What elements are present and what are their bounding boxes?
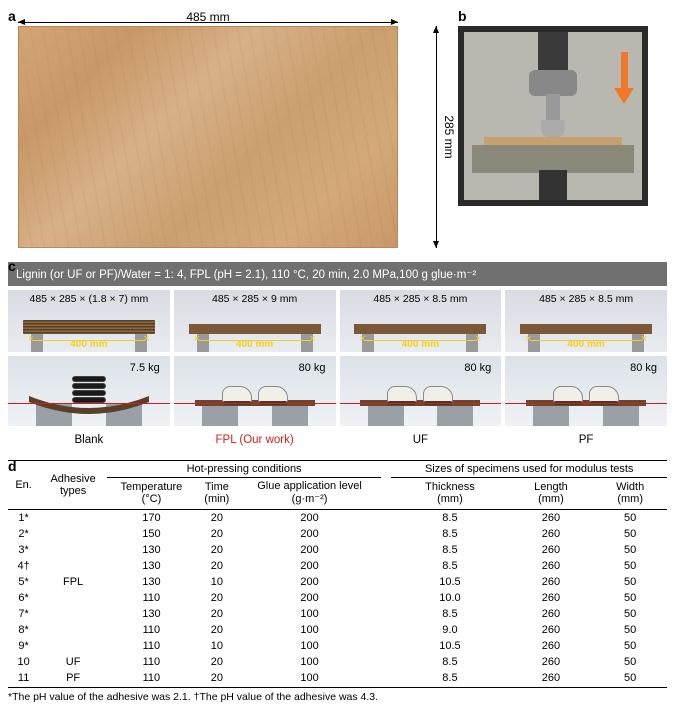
veneer-stack [23, 320, 155, 334]
panel-label-b: b [458, 8, 467, 24]
dim-label: 485 × 285 × 8.5 mm [340, 293, 502, 305]
weight-discs [72, 376, 106, 404]
table-row: 6*1102020010.026050 [8, 590, 667, 606]
support-pillar [202, 404, 238, 426]
panel-b: b [458, 8, 658, 248]
table-footnote: *The pH value of the adhesive was 2.1. †… [8, 691, 667, 703]
table-row: 7*130201008.526050 [8, 606, 667, 622]
table-row: 3*130202008.526050 [8, 542, 667, 558]
reference-line [505, 403, 667, 404]
conditions-table: En. Adhesive types Hot-pressing conditio… [8, 460, 667, 688]
conditions-bar: Lignin (or UF or PF)/Water = 1: 4, FPL (… [8, 262, 667, 286]
th-temp: Temperature (°C) [107, 478, 196, 510]
table-row: 4†130202008.526050 [8, 558, 667, 574]
press-top [538, 32, 568, 72]
c-cell-pf-top: 485 × 285 × 8.5 mm 400 mm [505, 290, 667, 352]
c-cell-blank-top: 485 × 285 × (1.8 × 7) mm 400 mm [8, 290, 170, 352]
table-row: 1*170202008.526050 [8, 510, 667, 527]
c-cell-uf-load: 80 kg [340, 356, 502, 426]
table-row: 5*FPL1301020010.526050 [8, 574, 667, 590]
person-standing-icon [551, 378, 621, 404]
press-sample [484, 137, 622, 145]
support-pillar [272, 404, 308, 426]
press-head [529, 70, 577, 96]
table-row: 11PF110201008.526050 [8, 670, 667, 688]
span-label: 400 mm [8, 339, 170, 350]
th-glue: Glue application level (g·m⁻²) [238, 478, 381, 510]
c-cell-fpl-load: 80 kg [174, 356, 336, 426]
press-tip [541, 120, 565, 138]
reference-line [174, 403, 336, 404]
person-standing-icon [220, 378, 290, 404]
panel-label-d: d [8, 458, 17, 474]
dim-height-arrow [436, 26, 437, 248]
press-machine-photo [458, 26, 648, 206]
weight-label: 7.5 kg [130, 362, 160, 374]
span-label: 400 mm [174, 339, 336, 350]
span-label: 400 mm [340, 339, 502, 350]
person-standing-icon [385, 378, 455, 404]
th-hot-group: Hot-pressing conditions [107, 461, 381, 478]
press-column [539, 170, 567, 200]
plywood-board [189, 324, 321, 334]
dim-label: 485 × 285 × (1.8 × 7) mm [8, 293, 170, 305]
panel-c-row2: 7.5 kg 80 kg 80 kg [8, 356, 667, 426]
th-width: Width (mm) [593, 478, 667, 510]
span-label: 400 mm [505, 339, 667, 350]
caption-blank: Blank [8, 430, 170, 448]
panel-a: a 485 mm 285 mm [8, 8, 428, 248]
c-cell-fpl-top: 485 × 285 × 9 mm 400 mm [174, 290, 336, 352]
table-row: 8*110201009.026050 [8, 622, 667, 638]
dim-height-group: 285 mm [432, 26, 456, 248]
weight-label: 80 kg [464, 362, 491, 374]
table-row: 10UF110201008.526050 [8, 654, 667, 670]
press-rod [546, 94, 560, 122]
row-ab: a 485 mm 285 mm b [8, 8, 667, 248]
dim-height-label: 285 mm [442, 115, 456, 158]
c-cell-uf-top: 485 × 285 × 8.5 mm 400 mm [340, 290, 502, 352]
adh-fpl: FPL [39, 574, 107, 590]
table-body: 1*170202008.526050 2*150202008.526050 3*… [8, 510, 667, 688]
support-pillar [437, 404, 473, 426]
adh-uf: UF [39, 654, 107, 670]
figure-root: a 485 mm 285 mm b c Lign [0, 0, 675, 711]
support-pillar [603, 404, 639, 426]
weight-label: 80 kg [630, 362, 657, 374]
reference-line [340, 403, 502, 404]
caption-uf: UF [340, 430, 502, 448]
dim-label: 485 × 285 × 9 mm [174, 293, 336, 305]
th-thick: Thickness (mm) [391, 478, 508, 510]
weight-label: 80 kg [299, 362, 326, 374]
th-adh: Adhesive types [39, 461, 107, 510]
c-cell-blank-load: 7.5 kg [8, 356, 170, 426]
th-time: Time (min) [196, 478, 238, 510]
panel-c-captions: Blank FPL (Our work) UF PF [8, 430, 667, 448]
th-size-group: Sizes of specimens used for modulus test… [391, 461, 667, 478]
caption-fpl: FPL (Our work) [174, 430, 336, 448]
th-length: Length (mm) [509, 478, 594, 510]
dim-width-arrow [18, 22, 398, 23]
support-pillar [533, 404, 569, 426]
press-base [472, 145, 634, 173]
panel-c: c Lignin (or UF or PF)/Water = 1: 4, FPL… [8, 262, 667, 448]
c-cell-pf-load: 80 kg [505, 356, 667, 426]
panel-label-c: c [8, 258, 16, 274]
table-row: 2*150202008.526050 [8, 526, 667, 542]
support-pillar [368, 404, 404, 426]
panel-d: d En. Adhesive types Hot-pressing condit… [8, 460, 667, 703]
wood-board-photo [18, 26, 398, 248]
adh-pf: PF [39, 670, 107, 688]
plywood-board [520, 324, 652, 334]
table-row: 9*1101010010.526050 [8, 638, 667, 654]
panel-c-row1: 485 × 285 × (1.8 × 7) mm 400 mm 485 × 28… [8, 290, 667, 352]
dim-label: 485 × 285 × 8.5 mm [505, 293, 667, 305]
plywood-board [354, 324, 486, 334]
panel-label-a: a [8, 8, 16, 24]
reference-line [8, 403, 170, 404]
caption-pf: PF [505, 430, 667, 448]
